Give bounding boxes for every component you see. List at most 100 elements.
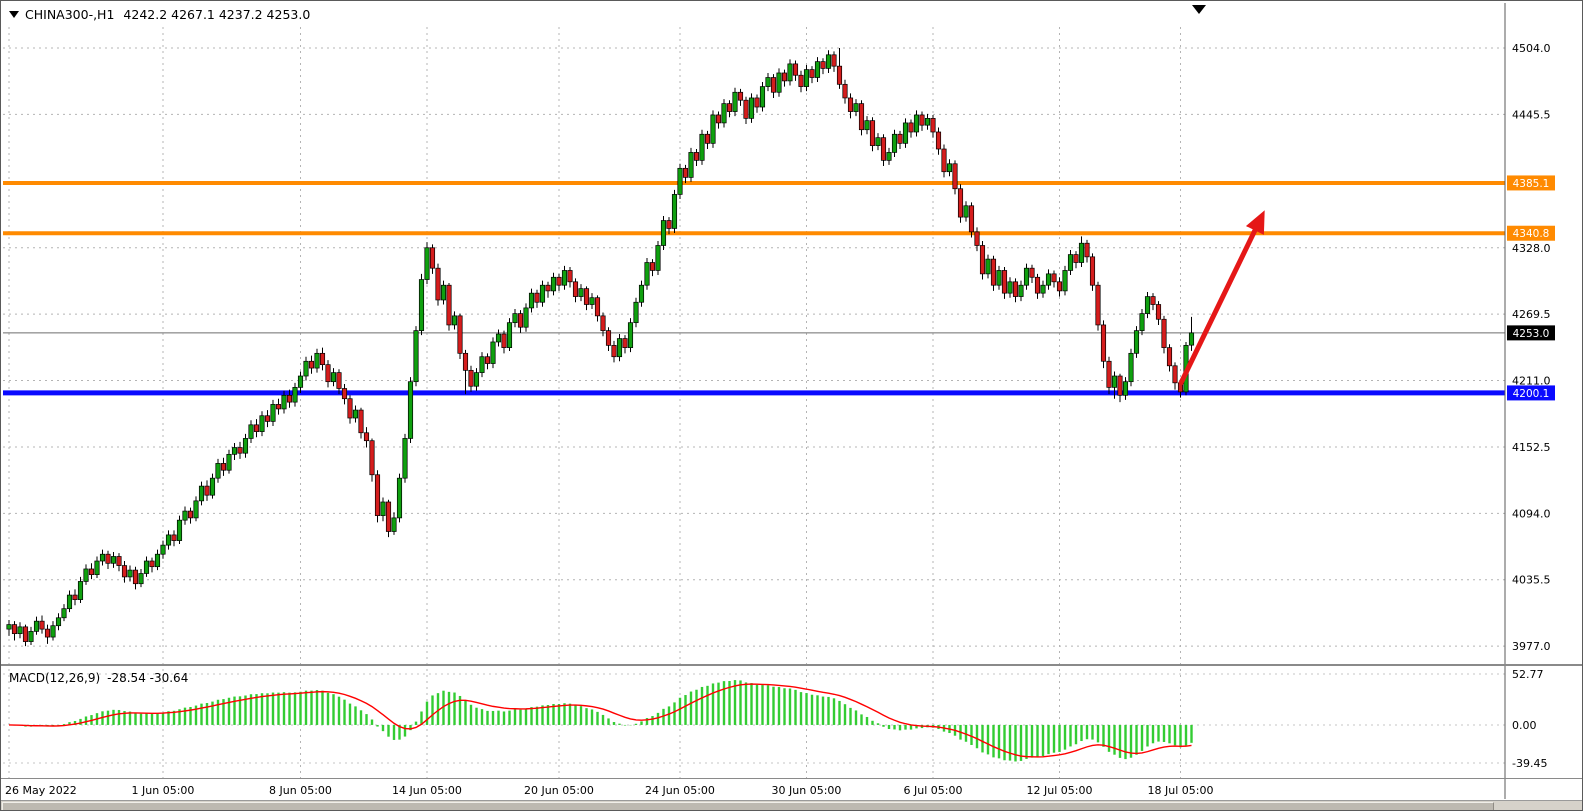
- candle: [737, 88, 744, 106]
- candle: [61, 604, 67, 622]
- candle: [710, 110, 716, 148]
- candle: [869, 117, 876, 152]
- time-axis-label: 1 Jun 05:00: [132, 784, 195, 797]
- candle: [341, 383, 348, 405]
- time-axis-label: 6 Jul 05:00: [904, 784, 963, 797]
- candle: [704, 130, 711, 150]
- grid-layer: [3, 27, 1505, 778]
- candle: [506, 318, 513, 352]
- candle: [176, 515, 183, 544]
- candle: [6, 620, 12, 636]
- candle: [1100, 320, 1107, 369]
- candle: [391, 512, 397, 535]
- candle: [1029, 264, 1035, 283]
- candle: [319, 347, 326, 371]
- candle: [1040, 280, 1046, 298]
- candle: [919, 111, 925, 131]
- candle: [237, 441, 243, 459]
- candle: [138, 568, 144, 588]
- time-axis-label: 26 May 2022: [5, 784, 77, 797]
- candle: [990, 255, 997, 291]
- candle: [1023, 263, 1030, 290]
- trend-arrow[interactable]: [1178, 210, 1265, 386]
- axes-layer: 4504.0 4445.5 4328.0 4269.5 4211.0 4152.5 4094…: [1, 3, 1582, 799]
- candle: [556, 273, 562, 291]
- price-tag-label: 4200.1: [1513, 388, 1550, 400]
- candles-layer: [6, 48, 1195, 647]
- price-tag-label: 4340.8: [1513, 228, 1550, 240]
- price-axis-tick: 4269.5: [1512, 308, 1551, 321]
- candle: [380, 497, 386, 522]
- price-tag-label: 4253.0: [1513, 328, 1550, 340]
- time-axis-label: 20 Jun 05:00: [524, 784, 594, 797]
- price-axis-tick: 4445.5: [1512, 108, 1551, 121]
- candle: [886, 147, 892, 165]
- candle: [1067, 250, 1074, 275]
- candle: [1018, 280, 1024, 302]
- candle: [1188, 316, 1195, 351]
- candle: [847, 93, 854, 119]
- candle: [858, 100, 865, 136]
- candle: [490, 337, 496, 369]
- candle: [424, 242, 430, 285]
- price-tag: [1507, 385, 1555, 401]
- candle: [110, 551, 117, 568]
- candle: [1056, 277, 1063, 297]
- candle: [512, 309, 518, 328]
- candle: [231, 442, 238, 461]
- candle: [1078, 236, 1085, 268]
- candle: [429, 244, 436, 274]
- candle: [435, 263, 441, 306]
- time-axis-label: 24 Jun 05:00: [645, 784, 715, 797]
- candle: [116, 553, 122, 572]
- candle: [1089, 253, 1096, 291]
- candle: [1111, 371, 1118, 399]
- candle: [314, 348, 320, 373]
- macd-axis-tick: -39.45: [1512, 757, 1547, 770]
- levels-layer: [3, 180, 1505, 396]
- candle: [534, 289, 540, 308]
- candle: [1139, 309, 1145, 336]
- candle: [446, 282, 452, 331]
- candle: [83, 564, 89, 585]
- candle: [589, 293, 595, 310]
- horizontal-scrollbar[interactable]: [1, 800, 1582, 810]
- candle: [957, 184, 964, 223]
- candle: [539, 280, 546, 307]
- candle: [385, 499, 392, 538]
- candle: [611, 340, 617, 363]
- candle: [1095, 281, 1101, 331]
- candle: [770, 74, 777, 98]
- macd-name-label: MACD(12,26,9): [9, 671, 100, 685]
- candle: [605, 327, 612, 352]
- candle: [715, 111, 722, 129]
- candle: [220, 457, 227, 476]
- candle: [204, 480, 210, 501]
- candle: [325, 360, 331, 388]
- candle: [600, 312, 606, 337]
- scrollbar-thumb[interactable]: [2, 802, 1494, 810]
- candle: [154, 549, 161, 571]
- chart-symbol-label: CHINA300-,H1: [25, 7, 114, 22]
- candle: [561, 265, 568, 290]
- candle: [732, 87, 738, 117]
- candle: [974, 227, 980, 252]
- chart-shift-marker-icon[interactable]: [1192, 5, 1206, 14]
- candle: [501, 330, 507, 354]
- candle: [55, 613, 62, 631]
- candle: [726, 100, 733, 118]
- symbol-marker-icon: [9, 11, 19, 18]
- candle: [28, 626, 34, 646]
- candle: [820, 58, 826, 75]
- candle: [132, 566, 139, 590]
- candle: [149, 557, 155, 573]
- candle: [259, 411, 265, 437]
- candle: [105, 550, 111, 569]
- price-axis-tick: 4035.5: [1512, 574, 1551, 587]
- candle: [303, 356, 309, 381]
- candle: [347, 395, 353, 424]
- candle: [583, 286, 590, 311]
- candle: [693, 149, 700, 167]
- candle: [517, 310, 524, 333]
